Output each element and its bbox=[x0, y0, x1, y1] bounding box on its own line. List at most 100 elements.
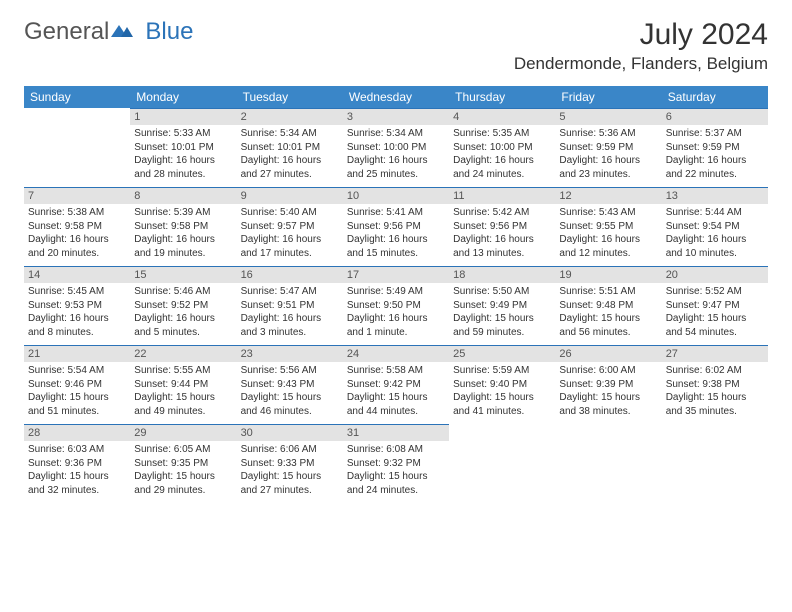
day-header: Sunday bbox=[24, 86, 130, 108]
calendar-cell: 6Sunrise: 5:37 AMSunset: 9:59 PMDaylight… bbox=[662, 108, 768, 187]
daylight-text: and 23 minutes. bbox=[559, 168, 657, 182]
sunrise-text: Sunrise: 5:36 AM bbox=[559, 127, 657, 141]
day-number: 3 bbox=[343, 109, 449, 125]
daylight-text: Daylight: 15 hours bbox=[28, 391, 126, 405]
day-number: 14 bbox=[24, 267, 130, 283]
sunrise-text: Sunrise: 5:54 AM bbox=[28, 364, 126, 378]
sunrise-text: Sunrise: 6:06 AM bbox=[241, 443, 339, 457]
day-number: 7 bbox=[24, 188, 130, 204]
day-number: 16 bbox=[237, 267, 343, 283]
daylight-text: Daylight: 16 hours bbox=[559, 154, 657, 168]
sunset-text: Sunset: 10:01 PM bbox=[241, 141, 339, 155]
day-number: 4 bbox=[449, 109, 555, 125]
daylight-text: and 46 minutes. bbox=[241, 405, 339, 419]
empty-cell bbox=[555, 424, 661, 482]
day-details: Sunrise: 5:49 AMSunset: 9:50 PMDaylight:… bbox=[343, 283, 449, 345]
day-details: Sunrise: 5:50 AMSunset: 9:49 PMDaylight:… bbox=[449, 283, 555, 345]
day-details: Sunrise: 5:51 AMSunset: 9:48 PMDaylight:… bbox=[555, 283, 661, 345]
daylight-text: and 8 minutes. bbox=[28, 326, 126, 340]
calendar-week-row: 1Sunrise: 5:33 AMSunset: 10:01 PMDayligh… bbox=[24, 108, 768, 187]
daylight-text: Daylight: 16 hours bbox=[241, 312, 339, 326]
calendar-cell: 20Sunrise: 5:52 AMSunset: 9:47 PMDayligh… bbox=[662, 266, 768, 345]
calendar-table: SundayMondayTuesdayWednesdayThursdayFrid… bbox=[24, 86, 768, 503]
daylight-text: and 10 minutes. bbox=[666, 247, 764, 261]
daylight-text: and 15 minutes. bbox=[347, 247, 445, 261]
sunset-text: Sunset: 9:46 PM bbox=[28, 378, 126, 392]
daylight-text: and 35 minutes. bbox=[666, 405, 764, 419]
daylight-text: Daylight: 16 hours bbox=[347, 233, 445, 247]
calendar-cell: 7 Sunrise: 5:38 AMSunset: 9:58 PMDaylight… bbox=[24, 187, 130, 266]
day-details: Sunrise: 5:52 AMSunset: 9:47 PMDaylight:… bbox=[662, 283, 768, 345]
calendar-cell: 25Sunrise: 5:59 AMSunset: 9:40 PMDayligh… bbox=[449, 345, 555, 424]
day-number: 24 bbox=[343, 346, 449, 362]
sunset-text: Sunset: 9:35 PM bbox=[134, 457, 232, 471]
day-cell: 27Sunrise: 6:02 AMSunset: 9:38 PMDayligh… bbox=[662, 345, 768, 424]
calendar-cell: 28Sunrise: 6:03 AMSunset: 9:36 PMDayligh… bbox=[24, 424, 130, 503]
calendar-cell: 11Sunrise: 5:42 AMSunset: 9:56 PMDayligh… bbox=[449, 187, 555, 266]
day-header: Tuesday bbox=[237, 86, 343, 108]
day-number: 23 bbox=[237, 346, 343, 362]
daylight-text: and 12 minutes. bbox=[559, 247, 657, 261]
empty-cell bbox=[662, 424, 768, 482]
daylight-text: Daylight: 16 hours bbox=[28, 312, 126, 326]
calendar-cell: 14Sunrise: 5:45 AMSunset: 9:53 PMDayligh… bbox=[24, 266, 130, 345]
calendar-cell: 16Sunrise: 5:47 AMSunset: 9:51 PMDayligh… bbox=[237, 266, 343, 345]
sunrise-text: Sunrise: 6:02 AM bbox=[666, 364, 764, 378]
day-details: Sunrise: 5:55 AMSunset: 9:44 PMDaylight:… bbox=[130, 362, 236, 424]
daylight-text: and 17 minutes. bbox=[241, 247, 339, 261]
sunrise-text: Sunrise: 5:55 AM bbox=[134, 364, 232, 378]
daylight-text: Daylight: 16 hours bbox=[666, 154, 764, 168]
day-details: Sunrise: 5:34 AMSunset: 10:00 PMDaylight… bbox=[343, 125, 449, 187]
day-cell: 5Sunrise: 5:36 AMSunset: 9:59 PMDaylight… bbox=[555, 108, 661, 187]
day-details: Sunrise: 5:39 AMSunset: 9:58 PMDaylight:… bbox=[130, 204, 236, 266]
daylight-text: Daylight: 15 hours bbox=[347, 391, 445, 405]
day-cell: 9Sunrise: 5:40 AMSunset: 9:57 PMDaylight… bbox=[237, 187, 343, 266]
day-details: Sunrise: 5:46 AMSunset: 9:52 PMDaylight:… bbox=[130, 283, 236, 345]
sunrise-text: Sunrise: 5:45 AM bbox=[28, 285, 126, 299]
daylight-text: Daylight: 16 hours bbox=[28, 233, 126, 247]
sunset-text: Sunset: 9:58 PM bbox=[28, 220, 126, 234]
calendar-week-row: 14Sunrise: 5:45 AMSunset: 9:53 PMDayligh… bbox=[24, 266, 768, 345]
day-cell: 2Sunrise: 5:34 AMSunset: 10:01 PMDayligh… bbox=[237, 108, 343, 187]
sunrise-text: Sunrise: 5:38 AM bbox=[28, 206, 126, 220]
sunset-text: Sunset: 10:00 PM bbox=[347, 141, 445, 155]
daylight-text: Daylight: 16 hours bbox=[241, 154, 339, 168]
day-number: 9 bbox=[237, 188, 343, 204]
sunrise-text: Sunrise: 5:51 AM bbox=[559, 285, 657, 299]
sunrise-text: Sunrise: 5:35 AM bbox=[453, 127, 551, 141]
sunset-text: Sunset: 9:38 PM bbox=[666, 378, 764, 392]
day-details: Sunrise: 5:35 AMSunset: 10:00 PMDaylight… bbox=[449, 125, 555, 187]
day-number: 29 bbox=[130, 425, 236, 441]
calendar-cell: 2Sunrise: 5:34 AMSunset: 10:01 PMDayligh… bbox=[237, 108, 343, 187]
daylight-text: Daylight: 16 hours bbox=[347, 154, 445, 168]
daylight-text: and 59 minutes. bbox=[453, 326, 551, 340]
day-number: 26 bbox=[555, 346, 661, 362]
calendar-week-row: 21Sunrise: 5:54 AMSunset: 9:46 PMDayligh… bbox=[24, 345, 768, 424]
day-header: Saturday bbox=[662, 86, 768, 108]
daylight-text: Daylight: 15 hours bbox=[134, 470, 232, 484]
location: Dendermonde, Flanders, Belgium bbox=[514, 54, 768, 74]
day-header: Monday bbox=[130, 86, 236, 108]
day-cell: 1Sunrise: 5:33 AMSunset: 10:01 PMDayligh… bbox=[130, 108, 236, 187]
calendar-week-row: 7Sunrise: 5:38 AMSunset: 9:58 PMDaylight… bbox=[24, 187, 768, 266]
calendar-cell: 3Sunrise: 5:34 AMSunset: 10:00 PMDayligh… bbox=[343, 108, 449, 187]
day-cell: 18Sunrise: 5:50 AMSunset: 9:49 PMDayligh… bbox=[449, 266, 555, 345]
logo-text-blue: Blue bbox=[145, 18, 193, 46]
sunset-text: Sunset: 10:01 PM bbox=[134, 141, 232, 155]
logo-text-general: General bbox=[24, 18, 109, 46]
day-cell: 31Sunrise: 6:08 AMSunset: 9:32 PMDayligh… bbox=[343, 424, 449, 503]
daylight-text: Daylight: 15 hours bbox=[666, 391, 764, 405]
day-details: Sunrise: 5:54 AMSunset: 9:46 PMDaylight:… bbox=[24, 362, 130, 424]
calendar-cell: 22Sunrise: 5:55 AMSunset: 9:44 PMDayligh… bbox=[130, 345, 236, 424]
calendar-cell: 15Sunrise: 5:46 AMSunset: 9:52 PMDayligh… bbox=[130, 266, 236, 345]
day-cell: 28Sunrise: 6:03 AMSunset: 9:36 PMDayligh… bbox=[24, 424, 130, 503]
day-details: Sunrise: 5:36 AMSunset: 9:59 PMDaylight:… bbox=[555, 125, 661, 187]
daylight-text: and 54 minutes. bbox=[666, 326, 764, 340]
calendar-cell bbox=[662, 424, 768, 503]
day-number: 8 bbox=[130, 188, 236, 204]
sunrise-text: Sunrise: 5:41 AM bbox=[347, 206, 445, 220]
sunrise-text: Sunrise: 5:37 AM bbox=[666, 127, 764, 141]
sunrise-text: Sunrise: 5:44 AM bbox=[666, 206, 764, 220]
calendar-cell bbox=[449, 424, 555, 503]
calendar-header: SundayMondayTuesdayWednesdayThursdayFrid… bbox=[24, 86, 768, 108]
